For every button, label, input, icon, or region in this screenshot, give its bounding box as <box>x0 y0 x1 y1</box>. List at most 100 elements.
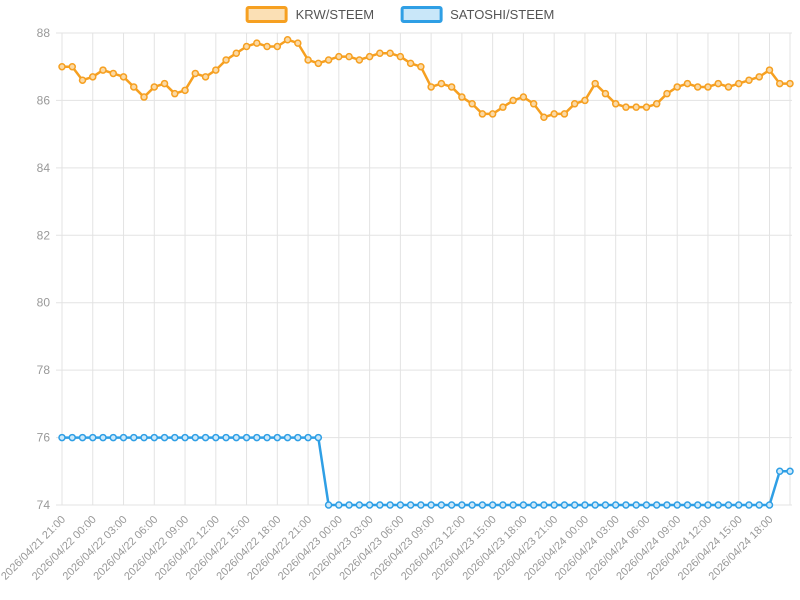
data-point <box>509 96 517 105</box>
data-point <box>314 433 323 442</box>
data-point <box>540 113 548 122</box>
data-point <box>222 56 230 64</box>
data-point <box>263 42 271 51</box>
data-point <box>683 79 692 88</box>
data-point <box>58 62 66 71</box>
data-point <box>58 433 66 442</box>
data-point <box>171 89 179 98</box>
chart-legend: KRW/STEEM SATOSHI/STEEM <box>245 6 554 23</box>
data-point <box>109 69 118 78</box>
data-point <box>140 93 148 101</box>
data-point <box>673 501 681 509</box>
data-point <box>89 433 97 442</box>
data-point <box>458 501 466 509</box>
data-point <box>365 52 374 61</box>
data-point <box>611 100 620 108</box>
data-point <box>714 79 722 88</box>
data-point <box>304 433 312 442</box>
data-point <box>386 501 394 509</box>
data-point <box>437 501 446 509</box>
data-point <box>191 69 200 78</box>
data-point <box>560 110 569 118</box>
data-point <box>775 79 784 88</box>
data-point <box>570 100 579 108</box>
data-point <box>550 501 558 509</box>
data-point <box>642 501 651 509</box>
data-point <box>519 501 528 509</box>
data-point <box>99 66 107 74</box>
data-point <box>652 501 661 509</box>
legend-label-krw-steem: KRW/STEEM <box>295 7 375 22</box>
data-point <box>622 501 630 509</box>
data-point <box>714 501 722 509</box>
data-point <box>704 83 712 91</box>
data-point <box>222 433 230 442</box>
data-point <box>253 433 261 442</box>
data-point <box>386 49 394 57</box>
data-point <box>529 501 538 509</box>
data-point <box>78 433 87 442</box>
legend-swatch-satoshi-steem <box>400 6 443 23</box>
data-point <box>632 103 640 111</box>
data-point <box>109 433 118 442</box>
data-point <box>509 501 517 509</box>
data-point <box>468 501 476 509</box>
y-axis-tick-label: 76 <box>37 431 51 445</box>
data-point <box>376 501 384 509</box>
data-point <box>734 501 743 509</box>
data-point <box>591 79 599 88</box>
data-point <box>212 66 220 74</box>
data-point <box>150 433 159 442</box>
data-point <box>68 62 77 71</box>
data-point <box>232 433 241 442</box>
data-point <box>663 89 671 98</box>
data-point <box>745 76 753 84</box>
data-point <box>427 501 435 509</box>
data-point <box>468 100 476 108</box>
data-point <box>478 501 487 509</box>
data-point <box>345 52 353 61</box>
data-point <box>786 79 794 88</box>
data-point <box>755 73 763 81</box>
data-point <box>355 56 364 64</box>
data-point <box>417 501 425 509</box>
y-axis-tick-label: 74 <box>37 498 51 512</box>
data-point <box>314 59 323 68</box>
data-point <box>273 42 282 51</box>
y-axis-tick-label: 80 <box>37 296 51 310</box>
data-point <box>529 100 538 108</box>
data-point <box>376 49 384 57</box>
data-point <box>89 73 97 81</box>
data-point <box>704 501 712 509</box>
data-point <box>212 433 220 442</box>
data-point <box>683 501 692 509</box>
data-point <box>499 501 507 509</box>
data-point <box>765 66 774 74</box>
data-point <box>335 501 343 509</box>
data-point <box>294 433 302 442</box>
data-point <box>786 467 794 476</box>
data-point <box>355 501 364 509</box>
data-point <box>581 96 589 105</box>
data-point <box>242 42 251 51</box>
data-point <box>652 100 661 108</box>
legend-item-satoshi-steem[interactable]: SATOSHI/STEEM <box>400 6 554 23</box>
y-axis-tick-label: 84 <box>37 161 51 175</box>
data-point <box>570 501 579 509</box>
data-point <box>560 501 569 509</box>
data-point <box>775 467 784 476</box>
data-point <box>734 79 743 88</box>
data-point <box>130 433 138 442</box>
data-point <box>611 501 620 509</box>
legend-item-krw-steem[interactable]: KRW/STEEM <box>245 6 375 23</box>
series-line-satoshi-steem <box>60 436 792 507</box>
data-point <box>478 110 487 118</box>
y-axis-tick-label: 88 <box>37 26 51 40</box>
data-point <box>119 73 128 81</box>
data-point <box>406 59 415 68</box>
data-point <box>488 110 497 118</box>
data-point <box>745 501 753 509</box>
data-point <box>232 49 241 57</box>
